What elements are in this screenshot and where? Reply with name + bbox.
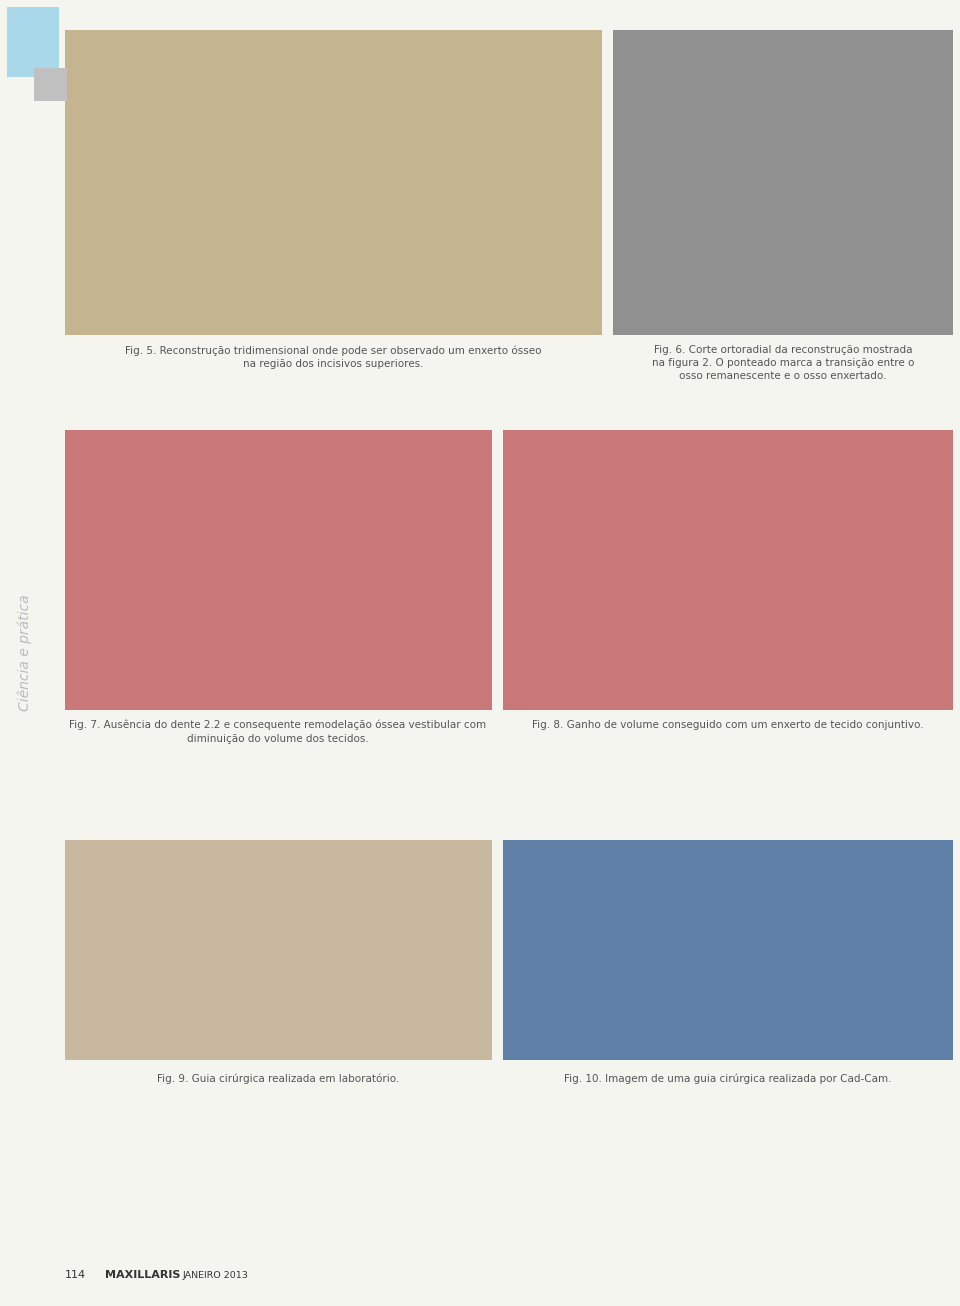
Text: Fig. 10. Imagem de uma guia cirúrgica realizada por Cad-Cam.: Fig. 10. Imagem de uma guia cirúrgica re… [564, 1074, 892, 1084]
Text: Fig. 7. Ausência do dente 2.2 e consequente remodelação óssea vestibular com
dim: Fig. 7. Ausência do dente 2.2 e conseque… [69, 720, 487, 743]
Text: MAXILLARIS: MAXILLARIS [105, 1269, 180, 1280]
Bar [613, 30, 953, 336]
Text: Ciência e prática: Ciência e prática [17, 594, 33, 712]
Bar [34, 68, 67, 101]
Bar [65, 430, 492, 710]
Text: Fig. 9. Guia cirúrgica realizada em laboratório.: Fig. 9. Guia cirúrgica realizada em labo… [156, 1074, 399, 1084]
Bar [65, 30, 602, 336]
Text: Fig. 5. Reconstrução tridimensional onde pode ser observado um enxerto ósseo
na : Fig. 5. Reconstrução tridimensional onde… [125, 345, 541, 368]
Text: 114: 114 [65, 1269, 86, 1280]
Bar [7, 7, 59, 77]
Bar [65, 840, 492, 1060]
Text: Fig. 6. Corte ortoradial da reconstrução mostrada
na figura 2. O ponteado marca : Fig. 6. Corte ortoradial da reconstrução… [652, 345, 914, 381]
Text: Fig. 8. Ganho de volume conseguido com um enxerto de tecido conjuntivo.: Fig. 8. Ganho de volume conseguido com u… [532, 720, 924, 730]
Text: JANEIRO 2013: JANEIRO 2013 [183, 1271, 249, 1280]
Bar [503, 430, 953, 710]
Bar [503, 840, 953, 1060]
